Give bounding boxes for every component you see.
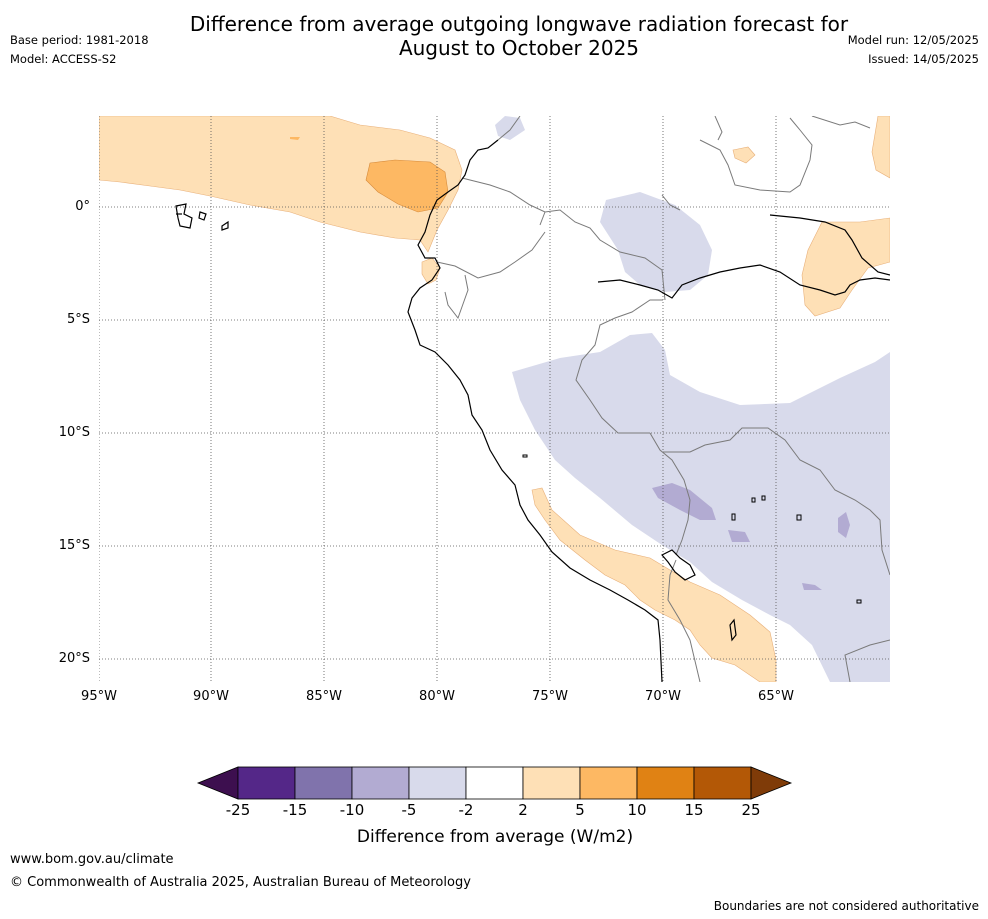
colorbar-tick-label: 15 xyxy=(684,801,704,819)
colorbar-tick-label: 2 xyxy=(518,801,528,819)
negative-anomaly-region-core-4 xyxy=(802,583,822,590)
latitude-label: 20°S xyxy=(58,651,90,666)
colorbar-tick-label: 10 xyxy=(627,801,647,819)
colorbar-low-extension xyxy=(196,766,239,800)
longitude-label: 85°W xyxy=(306,689,342,704)
colorbar-tick-label: -10 xyxy=(339,801,365,819)
positive-anomaly-region-peru-bolivia xyxy=(531,487,777,682)
positive-anomaly-region-pacific xyxy=(99,116,463,253)
longitude-label: 80°W xyxy=(419,689,455,704)
longitude-label: 75°W xyxy=(532,689,568,704)
negative-anomaly-region-core-1 xyxy=(652,483,716,520)
copyright-notice: © Commonwealth of Australia 2025, Austra… xyxy=(10,875,471,890)
positive-anomaly-region-brazil-north xyxy=(801,217,890,317)
colorbar-segment-3 xyxy=(351,766,410,800)
positive-anomaly-region-pacific-core xyxy=(365,159,449,213)
model-label: Model: ACCESS-S2 xyxy=(10,52,117,66)
negative-anomaly-region-amazon-north xyxy=(600,192,712,292)
colorbar-segment-9 xyxy=(693,766,752,800)
positive-anomaly-speck xyxy=(290,137,300,140)
colorbar xyxy=(196,766,793,800)
boundaries-disclaimer: Boundaries are not considered authoritat… xyxy=(713,899,979,913)
coastlines xyxy=(175,139,890,682)
longitude-label: 65°W xyxy=(758,689,794,704)
colorbar-segment-8 xyxy=(636,766,695,800)
latitude-label: 5°S xyxy=(66,312,90,327)
longitude-label: 70°W xyxy=(645,689,681,704)
latitude-label: 15°S xyxy=(58,538,90,553)
colorbar-high-extension xyxy=(750,766,793,800)
positive-anomaly-region-guiana xyxy=(871,116,890,179)
colorbar-tick-label: 5 xyxy=(575,801,585,819)
colorbar-segment-5 xyxy=(465,766,524,800)
model-run-label: Model run: 12/05/2025 xyxy=(847,33,979,47)
colorbar-segment-6 xyxy=(522,766,581,800)
map-title-line1: Difference from average outgoing longwav… xyxy=(189,12,849,36)
colorbar-segment-4 xyxy=(408,766,467,800)
olr-anomaly-map xyxy=(99,116,890,682)
longitude-label: 90°W xyxy=(193,689,229,704)
colorbar-segment-7 xyxy=(579,766,638,800)
colorbar-tick-label: 25 xyxy=(741,801,761,819)
negative-anomaly-region-core-3 xyxy=(838,512,850,538)
base-period-label: Base period: 1981-2018 xyxy=(10,33,149,47)
colorbar-tick-label: -5 xyxy=(401,801,417,819)
latitude-label: 10°S xyxy=(58,425,90,440)
colorbar-title: Difference from average (W/m2) xyxy=(356,827,634,847)
colorbar-segment-2 xyxy=(294,766,353,800)
lakes-and-islands xyxy=(522,454,862,604)
latitude-label: 0° xyxy=(75,199,90,214)
country-borders xyxy=(436,116,890,682)
colorbar-tick-label: -25 xyxy=(225,801,251,819)
negative-anomaly-region-small-north xyxy=(495,116,525,140)
map-gridlines xyxy=(99,116,890,682)
map-title-line2: August to October 2025 xyxy=(398,36,640,60)
longitude-label: 95°W xyxy=(81,689,117,704)
positive-anomaly-region-venezuela xyxy=(732,146,756,164)
colorbar-tick-label: -2 xyxy=(458,801,474,819)
negative-anomaly-region-core-2 xyxy=(728,530,750,542)
colorbar-segment-1 xyxy=(237,766,296,800)
bom-website-link[interactable]: www.bom.gov.au/climate xyxy=(10,852,174,867)
issued-label: Issued: 14/05/2025 xyxy=(868,52,979,66)
map-title: Difference from average outgoing longwav… xyxy=(0,12,988,60)
colorbar-tick-label: -15 xyxy=(282,801,308,819)
